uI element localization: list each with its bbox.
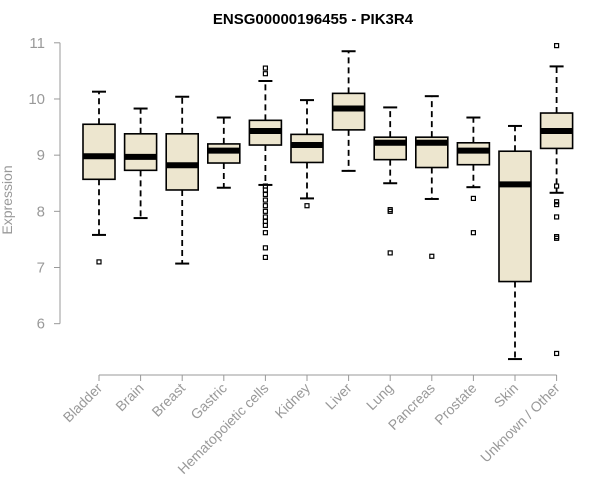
box-iqr (82, 123, 116, 181)
box-skin (498, 124, 532, 361)
box-brain (123, 107, 158, 220)
outlier-point (429, 253, 435, 259)
x-tick-label: Prostate (431, 380, 479, 428)
outlier-point (262, 203, 268, 209)
outlier-point (262, 71, 268, 77)
outlier-point (262, 222, 268, 228)
box-lung (373, 106, 408, 256)
outlier-point (553, 199, 560, 205)
y-axis: 6 7 8 9 10 11 (28, 35, 61, 333)
box-gastric (207, 116, 241, 189)
outlier-point (262, 230, 268, 236)
box-iqr (331, 92, 366, 131)
box-iqr (498, 150, 532, 283)
box-prostate (456, 116, 491, 236)
outlier-point (262, 65, 268, 71)
y-tick-label: 9 (37, 147, 45, 164)
boxes-group (82, 43, 574, 361)
y-axis-label: Expression (0, 165, 15, 234)
outlier-point (262, 197, 268, 203)
y-tick-label: 10 (28, 91, 45, 108)
outlier-point (553, 350, 560, 357)
outlier-point (96, 259, 102, 265)
y-tick-label: 8 (37, 203, 45, 220)
outlier-point (262, 214, 268, 220)
outlier-point (553, 235, 560, 241)
x-tick-label: Skin (491, 380, 522, 411)
outlier-point (387, 208, 393, 214)
y-tick-label: 6 (37, 316, 45, 333)
box-kidney (290, 99, 324, 209)
outlier-point (262, 208, 268, 214)
outlier-point (262, 254, 268, 260)
chart-title: ENSG00000196455 - PIK3R4 (213, 11, 414, 28)
box-breast (165, 95, 199, 265)
outlier-point (262, 245, 268, 251)
x-tick-label: Unknown / Other (477, 380, 563, 466)
box-iqr (456, 141, 491, 166)
x-tick-label: Brain (112, 380, 146, 414)
y-tick-label: 11 (29, 35, 45, 52)
y-tick-label: 7 (37, 260, 45, 277)
outlier-point (387, 250, 393, 256)
x-tick-label: Kidney (272, 380, 314, 422)
outlier-point (470, 230, 476, 236)
outlier-point (553, 183, 560, 189)
outlier-point (262, 191, 268, 198)
x-tick-label: Bladder (60, 380, 106, 426)
box-bladder (82, 90, 116, 265)
outlier-point (553, 43, 560, 49)
box-iqr (165, 133, 199, 191)
outlier-point (304, 203, 310, 209)
box-iqr (290, 133, 324, 164)
x-tick-label: Breast (148, 380, 188, 420)
x-tick-label: Lung (363, 380, 396, 413)
box-unknown-other (539, 43, 574, 357)
outlier-point (553, 214, 560, 220)
x-tick-label: Liver (322, 380, 355, 413)
outlier-point (553, 201, 560, 208)
box-hematopoietic-cells (248, 65, 283, 260)
box-pancreas (414, 95, 449, 259)
outlier-point (470, 195, 476, 202)
box-iqr (123, 133, 158, 172)
box-liver (331, 50, 366, 172)
